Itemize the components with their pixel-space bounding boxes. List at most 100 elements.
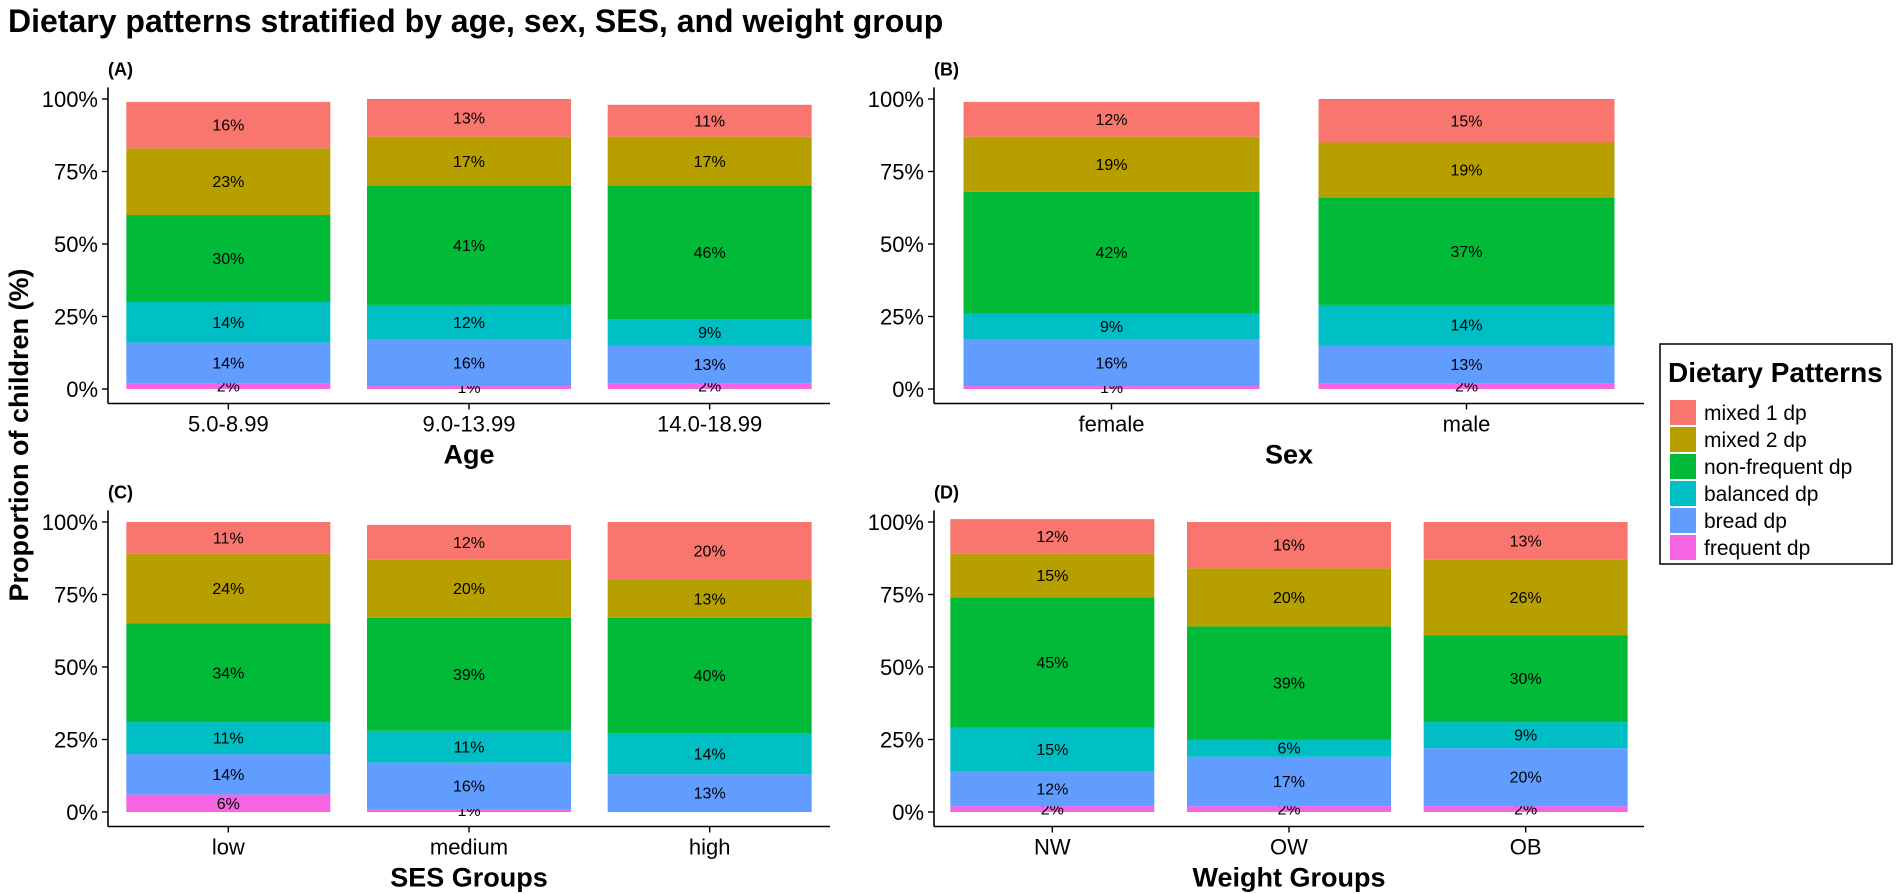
legend-swatch	[1670, 400, 1696, 425]
x-tick-label: low	[212, 835, 245, 860]
bar-segment-bread-dp	[367, 339, 571, 387]
segment-value-label: 37%	[1450, 244, 1482, 261]
segment-value-label: 9%	[698, 325, 721, 342]
segment-value-label: 9%	[1100, 319, 1123, 336]
segment-value-label: 23%	[212, 174, 244, 191]
legend-label: mixed 1 dp	[1704, 402, 1807, 425]
segment-value-label: 14%	[1450, 318, 1482, 335]
panel-c: (C)0%25%50%75%100%6%14%11%34%24%11%low1%…	[42, 482, 830, 893]
panel-tag: (A)	[108, 59, 133, 79]
y-tick-label: 75%	[880, 160, 924, 185]
x-tick-label: 5.0-8.99	[188, 412, 269, 437]
segment-value-label: 42%	[1095, 245, 1127, 262]
y-tick-label: 50%	[880, 232, 924, 257]
segment-value-label: 19%	[1095, 157, 1127, 174]
segment-value-label: 19%	[1450, 163, 1482, 180]
bar-segment-bread-dp	[963, 339, 1260, 387]
bar-segment-frequent-dp	[126, 794, 331, 812]
segment-value-label: 39%	[1273, 675, 1305, 692]
y-tick-label: 50%	[54, 655, 98, 680]
legend-box	[1659, 343, 1893, 565]
bar-segment-balanced-dp	[367, 730, 571, 763]
y-tick-label: 50%	[880, 655, 924, 680]
bar-segment-mixed-1-dp	[963, 101, 1260, 137]
bar-segment-bread-dp	[950, 771, 1155, 807]
x-tick-label: high	[689, 835, 731, 860]
segment-value-label: 15%	[1036, 568, 1068, 585]
bar-segment-mixed-1-dp	[607, 522, 812, 580]
bar-segment-balanced-dp	[1187, 739, 1391, 757]
segment-value-label: 14%	[212, 355, 244, 372]
legend-title: Dietary Patterns	[1668, 357, 1883, 388]
bar-segment-frequent-dp	[950, 806, 1155, 812]
segment-value-label: 20%	[1510, 770, 1542, 787]
x-axis-title: Age	[443, 440, 494, 470]
segment-value-label: 13%	[1510, 533, 1542, 550]
bar-segment-bread-dp	[607, 774, 812, 812]
segment-value-label: 13%	[453, 110, 485, 127]
legend-swatch	[1670, 427, 1696, 452]
segment-value-label: 14%	[212, 767, 244, 784]
legend-swatch	[1670, 508, 1696, 533]
bar-segment-mixed-1-dp	[126, 522, 331, 554]
segment-value-label: 46%	[694, 245, 726, 262]
y-tick-label: 0%	[66, 377, 98, 402]
bar-segment-mixed-2-dp	[126, 148, 331, 215]
legend-label: balanced dp	[1704, 483, 1818, 506]
segment-value-label: 41%	[453, 238, 485, 255]
segment-value-label: 11%	[454, 739, 485, 756]
segment-value-label: 16%	[212, 118, 244, 135]
x-axis-title: Sex	[1265, 440, 1313, 470]
x-tick-label: 9.0-13.99	[423, 412, 516, 437]
bar-segment-non-frequent-dp	[367, 617, 571, 731]
bar-segment-mixed-2-dp	[1318, 142, 1615, 198]
bar-segment-frequent-dp	[1187, 806, 1391, 812]
panel-tag: (C)	[108, 482, 133, 502]
segment-value-label: 26%	[1510, 590, 1542, 607]
segment-value-label: 20%	[694, 544, 726, 561]
bar-segment-bread-dp	[126, 342, 331, 384]
bar-segment-mixed-1-dp	[1318, 99, 1615, 143]
legend-swatch	[1670, 535, 1696, 560]
x-axis-title: SES Groups	[390, 863, 548, 893]
bar-segment-balanced-dp	[367, 304, 571, 340]
bar-segment-mixed-2-dp	[963, 136, 1260, 192]
bar-segment-mixed-2-dp	[950, 553, 1155, 598]
y-tick-label: 25%	[880, 305, 924, 330]
bar-segment-non-frequent-dp	[607, 617, 812, 734]
segment-value-label: 16%	[453, 778, 485, 795]
bar-segment-mixed-2-dp	[607, 580, 812, 618]
segment-value-label: 12%	[1095, 112, 1127, 129]
y-tick-label: 100%	[42, 87, 98, 112]
bar-segment-non-frequent-dp	[367, 186, 571, 305]
bar-segment-mixed-1-dp	[126, 101, 331, 149]
bar-segment-balanced-dp	[1318, 304, 1615, 346]
bar-segment-frequent-dp	[126, 383, 331, 389]
segment-value-label: 16%	[453, 355, 485, 372]
bar-segment-mixed-1-dp	[1187, 522, 1391, 569]
y-tick-label: 75%	[880, 583, 924, 608]
panel-b: (B)0%25%50%75%100%1%16%9%42%19%12%female…	[868, 59, 1644, 470]
bar-segment-frequent-dp	[1423, 806, 1628, 812]
bar-segment-bread-dp	[367, 762, 571, 810]
legend-label: bread dp	[1704, 510, 1787, 533]
segment-value-label: 13%	[1450, 357, 1482, 374]
bar-segment-mixed-2-dp	[367, 559, 571, 618]
bar-segment-bread-dp	[126, 754, 331, 795]
bar-segment-non-frequent-dp	[1318, 197, 1615, 305]
y-tick-label: 50%	[54, 232, 98, 257]
y-axis-title: Proportion of children (%)	[4, 269, 34, 602]
bar-segment-mixed-1-dp	[607, 104, 812, 137]
y-tick-label: 0%	[892, 800, 924, 825]
bar-segment-mixed-2-dp	[1423, 559, 1628, 636]
y-tick-label: 25%	[880, 728, 924, 753]
bar-segment-frequent-dp	[367, 809, 571, 812]
y-tick-label: 100%	[868, 87, 924, 112]
bar-segment-bread-dp	[1318, 345, 1615, 384]
bar-segment-bread-dp	[607, 345, 812, 384]
bar-segment-mixed-1-dp	[367, 524, 571, 560]
segment-value-label: 30%	[1510, 671, 1542, 688]
segment-value-label: 15%	[1036, 742, 1068, 759]
segment-value-label: 20%	[1273, 590, 1305, 607]
segment-value-label: 12%	[453, 535, 485, 552]
